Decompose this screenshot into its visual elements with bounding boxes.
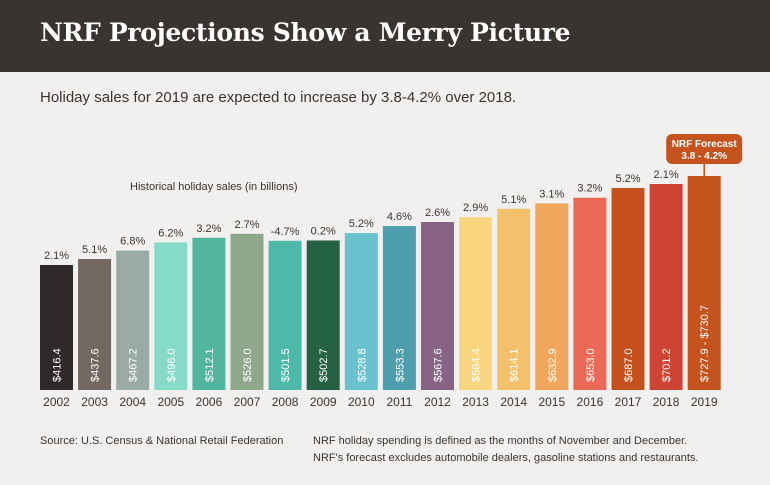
bar-value-2018: $701.2 [661, 348, 673, 382]
year-label-2013: 2013 [462, 395, 489, 409]
bar-2019 [687, 176, 721, 390]
growth-label-2008: -4.7% [271, 226, 300, 238]
bar-value-2019: $727.9 - $730.7 [699, 305, 711, 382]
bar-2007 [230, 233, 264, 390]
year-label-2004: 2004 [119, 395, 146, 409]
bar-2009 [306, 240, 340, 390]
year-label-2010: 2010 [348, 395, 375, 409]
growth-label-2002: 2.1% [44, 250, 69, 262]
growth-label-2011: 4.6% [387, 211, 412, 223]
bar-2018 [649, 184, 683, 390]
growth-label-2014: 5.1% [501, 194, 526, 206]
bars-group: $416.4 2.1% 2002 $437.6 5.1% 2003 $467.2 6.8% 20… [40, 169, 721, 409]
bar-value-2004: $467.2 [128, 348, 140, 382]
definition-note-line1: NRF holiday spending is defined as the m… [313, 435, 688, 447]
forecast-range: 3.8 - 4.2% [681, 151, 727, 162]
growth-label-2005: 6.2% [158, 227, 183, 239]
header-bar: NRF Projections Show a Merry Picture [0, 0, 770, 72]
bar-value-2007: $526.0 [242, 348, 254, 382]
bar-2008 [268, 240, 302, 390]
series-label: Historical holiday sales (in billions) [130, 181, 298, 193]
bar-2016 [573, 197, 607, 390]
bar-value-2003: $437.6 [90, 348, 102, 382]
bar-value-2008: $501.5 [280, 348, 292, 382]
bar-value-2017: $687.0 [623, 348, 635, 382]
source-note: Source: U.S. Census & National Retail Fe… [40, 435, 284, 447]
growth-label-2010: 5.2% [349, 218, 374, 230]
definition-note-line2: NRF's forecast excludes automobile deale… [313, 452, 699, 464]
forecast-title: NRF Forecast [672, 139, 738, 150]
page-subtitle: Holiday sales for 2019 are expected to i… [40, 89, 517, 106]
bar-2013 [459, 217, 493, 390]
bar-value-2011: $553.3 [394, 348, 406, 382]
year-label-2007: 2007 [234, 395, 261, 409]
bar-2017 [611, 188, 645, 390]
growth-label-2015: 3.1% [539, 188, 564, 200]
year-label-2018: 2018 [653, 395, 680, 409]
growth-label-2004: 6.8% [120, 236, 145, 248]
page-title: NRF Projections Show a Merry Picture [40, 18, 571, 47]
year-label-2008: 2008 [272, 395, 299, 409]
growth-label-2007: 2.7% [234, 219, 259, 231]
bar-value-2006: $512.1 [204, 348, 216, 382]
year-label-2011: 2011 [386, 395, 412, 409]
growth-label-2003: 5.1% [82, 244, 107, 256]
bar-2002 [40, 265, 73, 390]
forecast-box [666, 134, 743, 164]
bar-value-2014: $614.1 [509, 348, 521, 382]
year-label-2019: 2019 [691, 395, 718, 409]
year-label-2009: 2009 [310, 395, 337, 409]
bar-value-2005: $496.0 [166, 348, 178, 382]
growth-label-2018: 2.1% [654, 169, 679, 181]
growth-label-2009: 0.2% [311, 225, 336, 237]
bar-2010 [344, 233, 378, 390]
bar-value-2009: $502.7 [318, 348, 330, 382]
growth-label-2017: 5.2% [615, 173, 640, 185]
year-label-2017: 2017 [615, 395, 642, 409]
year-label-2003: 2003 [81, 395, 108, 409]
bar-chart: Historical holiday sales (in billions) $… [40, 134, 743, 409]
year-label-2016: 2016 [577, 395, 604, 409]
year-label-2005: 2005 [157, 395, 184, 409]
bar-2004 [116, 250, 150, 390]
bar-value-2010: $528.8 [356, 348, 368, 382]
bar-value-2002: $416.4 [52, 348, 64, 382]
year-label-2002: 2002 [43, 395, 70, 409]
bar-value-2015: $632.9 [547, 348, 559, 382]
growth-label-2016: 3.2% [577, 183, 602, 195]
growth-label-2013: 2.9% [463, 202, 488, 214]
bar-2005 [154, 242, 188, 390]
bar-2003 [78, 258, 112, 390]
bar-2012 [421, 221, 454, 390]
bar-value-2012: $567.6 [433, 348, 445, 382]
bar-2006 [192, 237, 226, 390]
year-label-2015: 2015 [538, 395, 565, 409]
bar-2015 [535, 203, 569, 390]
year-label-2014: 2014 [500, 395, 527, 409]
year-label-2012: 2012 [424, 395, 451, 409]
bar-2014 [497, 208, 531, 390]
bar-value-2016: $653.0 [585, 348, 597, 382]
growth-label-2006: 3.2% [196, 223, 221, 235]
definition-note: NRF holiday spending is defined as the m… [313, 433, 698, 467]
bar-2011 [382, 226, 416, 390]
bar-value-2013: $584.4 [471, 348, 483, 382]
year-label-2006: 2006 [196, 395, 223, 409]
growth-label-2012: 2.6% [425, 207, 450, 219]
